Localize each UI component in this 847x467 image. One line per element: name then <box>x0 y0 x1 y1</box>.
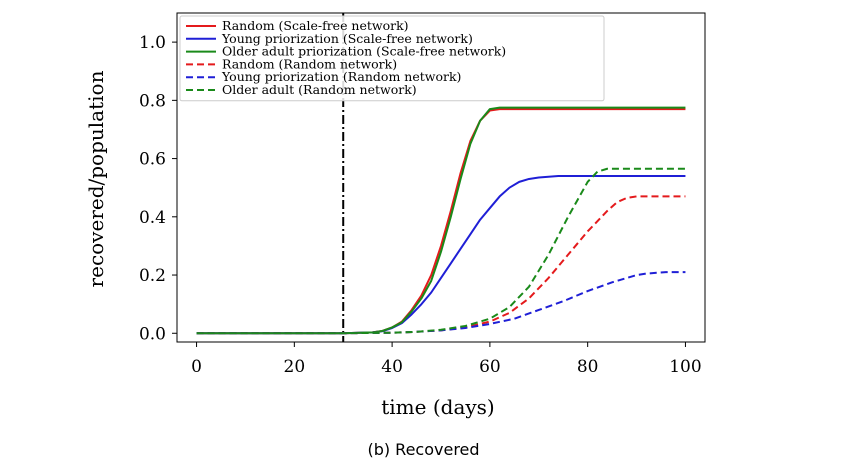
y-tick-label: 0.2 <box>139 266 166 286</box>
figure-caption: (b) Recovered <box>367 440 480 459</box>
x-tick-label: 0 <box>191 357 202 377</box>
legend-label-4: Random (Random network) <box>222 56 397 71</box>
legend: Random (Scale-free network)Young prioriz… <box>179 15 605 102</box>
legend-label-5: Young priorization (Random network) <box>221 69 461 84</box>
axes: 0 20 40 60 80 100 0.0 0.2 0.4 0.6 0.8 1.0 <box>139 12 706 377</box>
series-line-5 <box>196 271 686 335</box>
legend-label-1: Random (Scale-free network) <box>222 18 409 33</box>
x-axis-label: time (days) <box>381 395 495 419</box>
legend-box <box>179 15 605 102</box>
axes-frame <box>176 12 706 343</box>
x-tick-label: 20 <box>284 357 306 377</box>
y-tick-label: 0.8 <box>139 91 166 111</box>
legend-label-2: Young priorization (Scale-free network) <box>221 31 473 46</box>
y-tick-label: 1.0 <box>139 33 166 53</box>
y-tick-label: 0.4 <box>139 208 166 228</box>
x-tick-label: 100 <box>669 357 701 377</box>
y-tick-label: 0.6 <box>139 150 166 170</box>
series-line-6 <box>196 167 686 335</box>
x-tick-label: 40 <box>381 357 403 377</box>
x-tick-label: 60 <box>479 357 501 377</box>
y-axis-label: recovered/population <box>84 70 108 287</box>
legend-label-6: Older adult (Random network) <box>222 82 417 97</box>
series-group <box>196 13 686 342</box>
plot-area <box>196 13 686 342</box>
series-line-3 <box>196 106 686 335</box>
x-tick-label: 80 <box>577 357 599 377</box>
series-line-4 <box>196 195 686 335</box>
series-line-1 <box>196 108 686 335</box>
chart: 0 20 40 60 80 100 0.0 0.2 0.4 0.6 0.8 1.0 Random (S… <box>84 12 706 419</box>
legend-label-3: Older adult priorization (Scale-free net… <box>222 44 506 59</box>
y-tick-label: 0.0 <box>139 324 166 344</box>
